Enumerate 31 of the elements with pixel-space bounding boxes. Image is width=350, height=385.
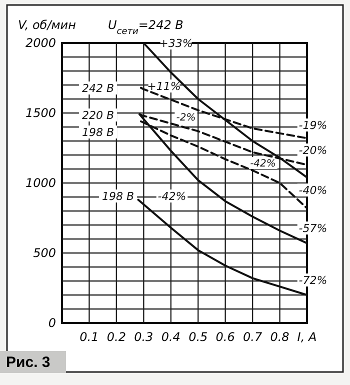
y-tick-label: 1500: [25, 106, 56, 120]
annotation: 198 В: [82, 126, 114, 139]
text: Рис. 3: [6, 354, 50, 371]
y-tick-label: 0: [48, 316, 56, 330]
x-tick-label: 0.2: [106, 330, 126, 344]
y-tick-label: 1000: [25, 176, 56, 190]
annotation: -72%: [298, 274, 328, 287]
annotation: -20%: [298, 144, 328, 157]
annotation: -40%: [298, 184, 328, 197]
annotation: +11%: [147, 80, 181, 93]
annotation: 242 В: [82, 82, 114, 95]
annotation: 198 В: [102, 190, 134, 203]
x-tick-label: 0.7: [243, 330, 262, 344]
chart-title: U$_{сети}$=242 В: [108, 18, 184, 37]
annotation: -2%: [176, 112, 196, 124]
x-tick-label: 0.1: [80, 330, 99, 344]
annotation: -42%: [158, 190, 186, 203]
x-tick-label: 0.6: [216, 330, 236, 344]
annotation: -42%: [250, 158, 276, 170]
annotation: -57%: [298, 222, 328, 235]
y-axis-title: V, об/мин: [18, 18, 76, 32]
y-tick-label: 2000: [25, 36, 56, 50]
x-tick-label: 0.8: [270, 330, 290, 344]
x-axis-title: I, A: [297, 330, 317, 344]
x-tick-label: 0.4: [161, 330, 180, 344]
annotation: -19%: [298, 118, 328, 132]
y-tick-label: 500: [33, 246, 56, 260]
annotation: +33%: [159, 36, 193, 50]
x-tick-label: 0.3: [134, 330, 154, 344]
annotation: 220 В: [82, 108, 114, 122]
x-tick-label: 0.5: [188, 330, 208, 344]
